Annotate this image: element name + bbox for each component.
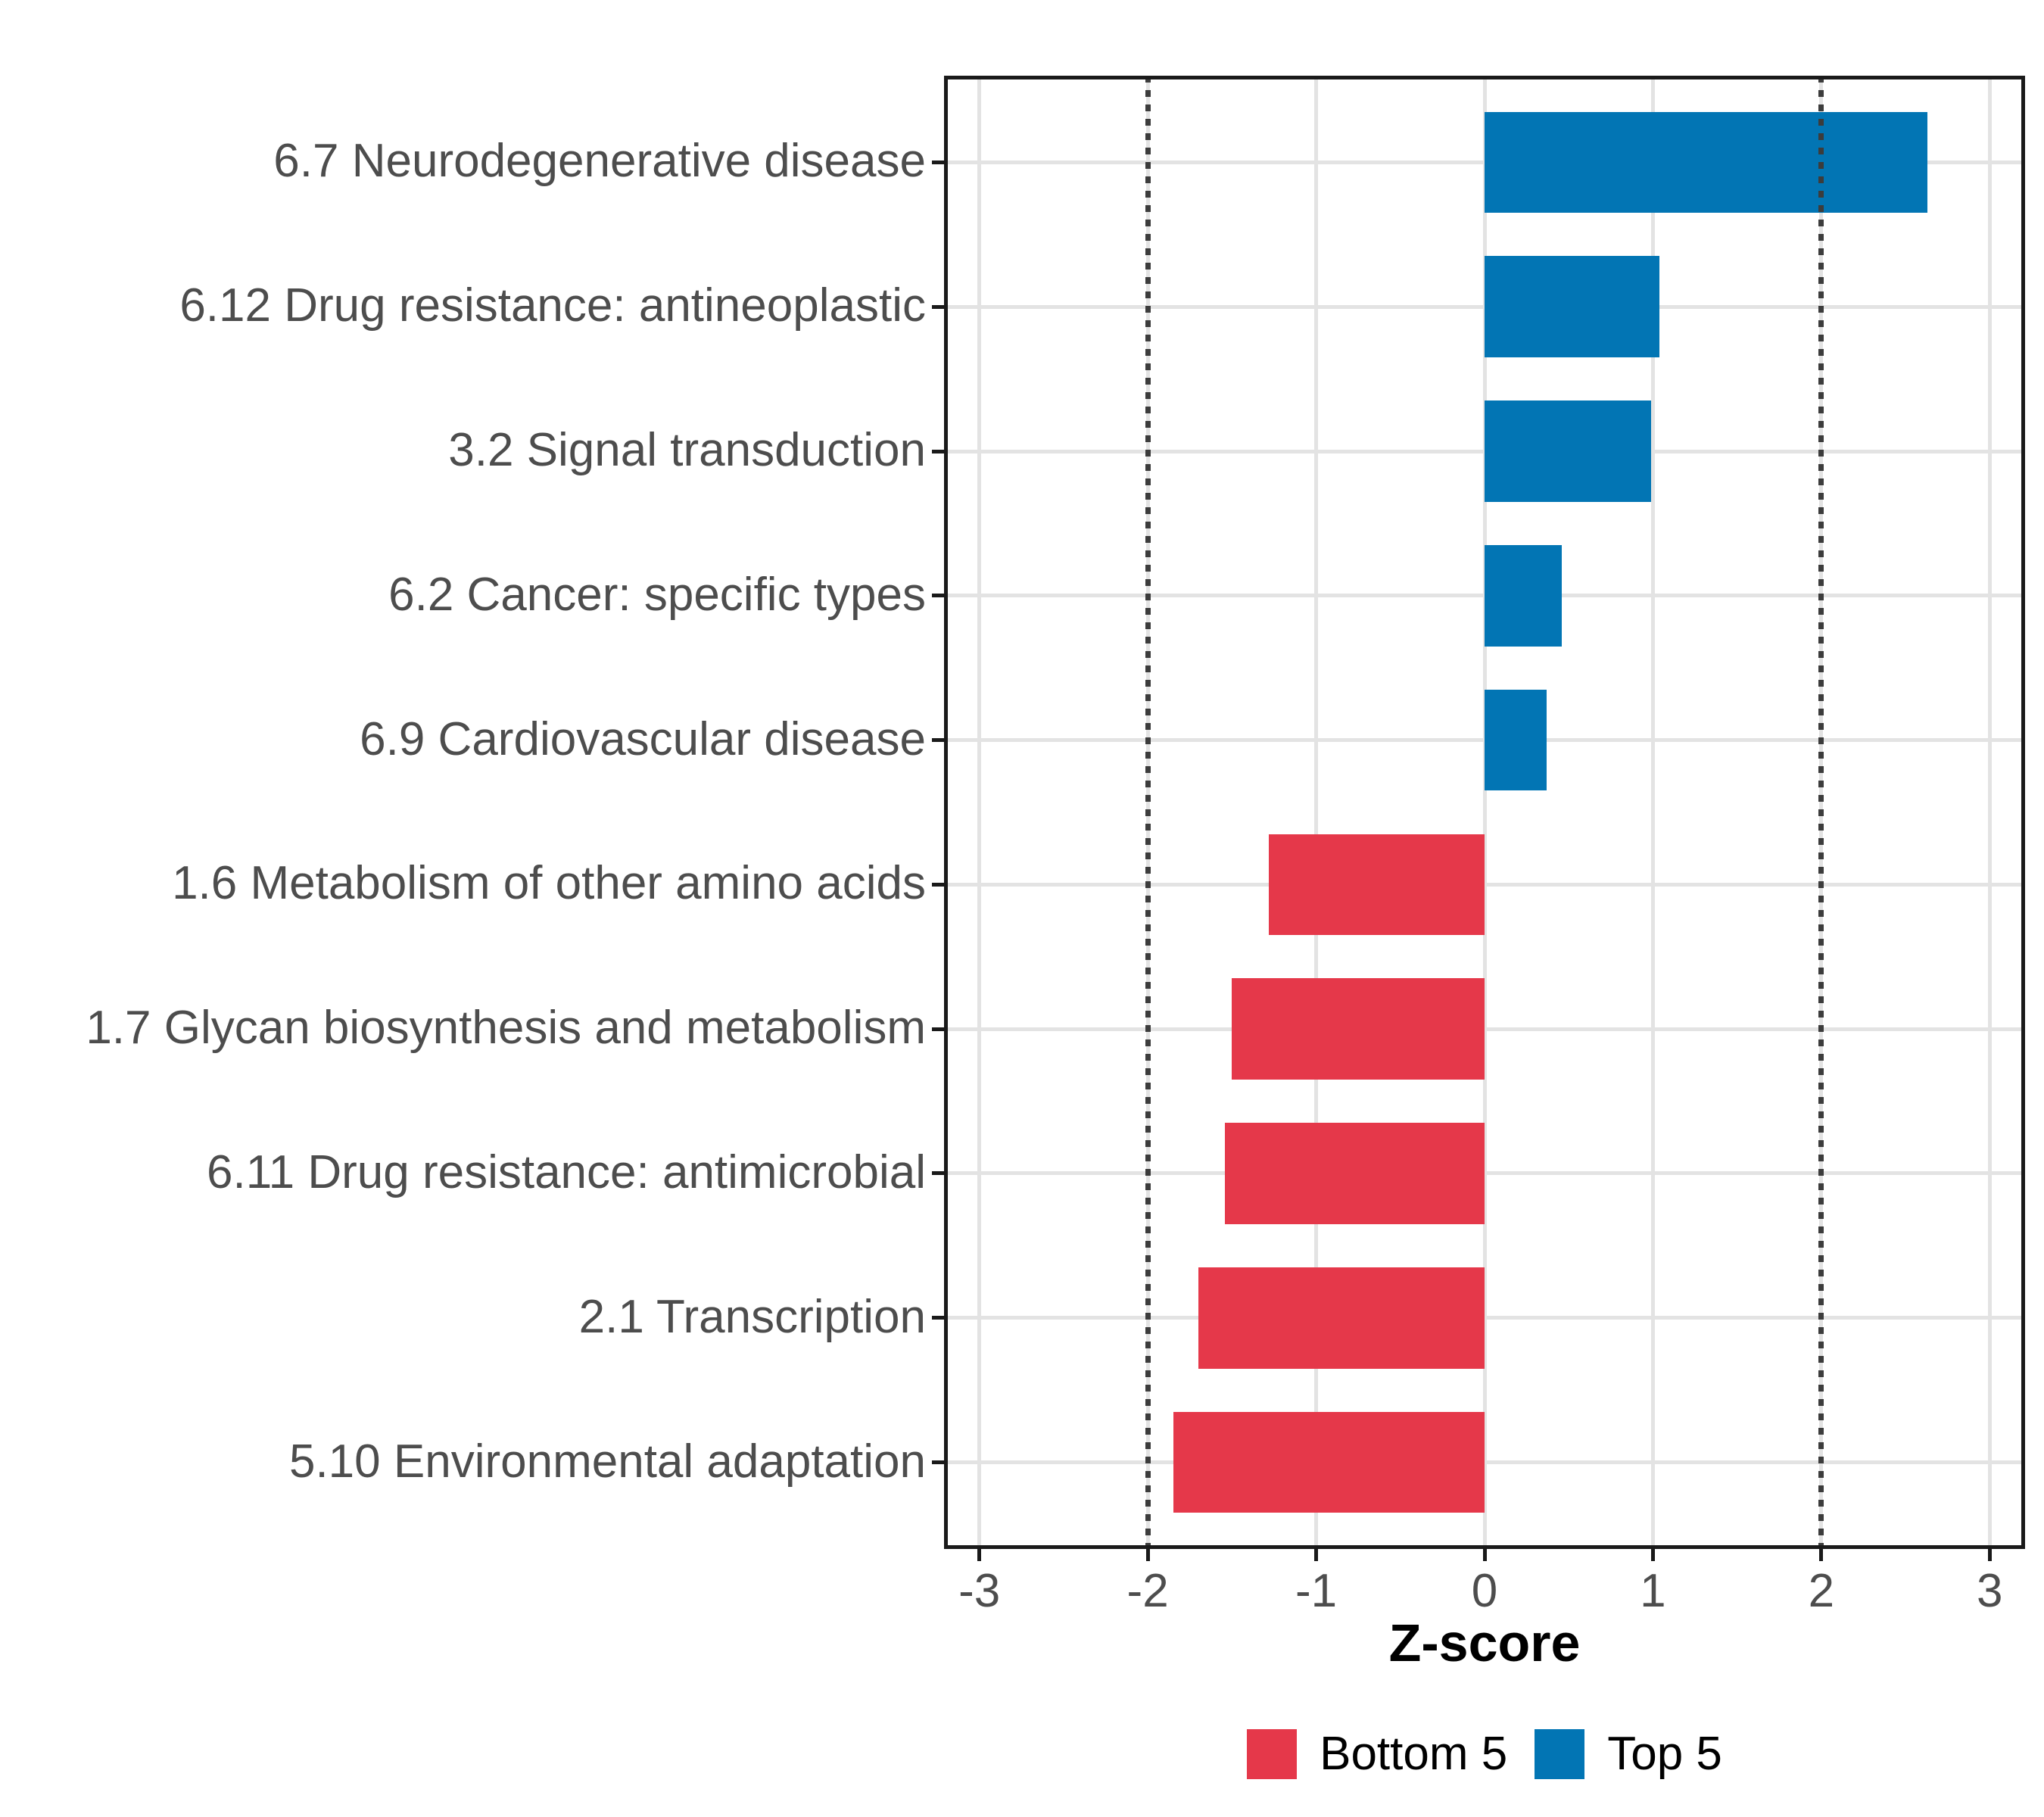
- y-tick: [932, 160, 944, 164]
- bar-bottom5: [1225, 1123, 1485, 1224]
- category-label: 1.7 Glycan biosynthesis and metabolism: [86, 1002, 926, 1055]
- y-gridline: [944, 1316, 2025, 1320]
- category-label: 6.11 Drug resistance: antimicrobial: [207, 1146, 926, 1199]
- reference-line: [1145, 76, 1151, 1549]
- y-tick: [932, 1316, 944, 1320]
- bar-top5: [1485, 400, 1652, 502]
- x-gridline: [1650, 76, 1655, 1549]
- y-gridline: [944, 882, 2025, 887]
- x-tick: [1314, 1549, 1319, 1561]
- bar-top5: [1485, 689, 1547, 791]
- y-tick: [932, 738, 944, 743]
- bar-top5: [1485, 111, 1927, 213]
- x-tick: [1482, 1549, 1487, 1561]
- x-gridline: [1482, 76, 1487, 1549]
- y-tick: [932, 449, 944, 453]
- legend-item-bottom-5: Bottom 5: [1247, 1729, 1507, 1779]
- bar-top5: [1485, 256, 1660, 358]
- x-tick: [1819, 1549, 1824, 1561]
- bar-bottom5: [1173, 1411, 1485, 1513]
- legend-item-top-5: Top 5: [1535, 1729, 1722, 1779]
- reference-line: [1818, 76, 1824, 1549]
- x-axis-title: Z-score: [1388, 1613, 1581, 1672]
- x-tick-label: -3: [958, 1565, 1001, 1617]
- category-label: 6.12 Drug resistance: antineoplastic: [179, 279, 926, 332]
- category-label: 6.2 Cancer: specific types: [388, 568, 926, 621]
- x-tick-label: 3: [1977, 1565, 2003, 1617]
- x-tick-label: 2: [1808, 1565, 1835, 1617]
- x-tick-label: 1: [1640, 1565, 1666, 1617]
- bar-top5: [1485, 545, 1563, 647]
- bar-bottom5: [1198, 1267, 1485, 1369]
- category-label: 3.2 Signal transduction: [448, 424, 926, 477]
- category-label: 5.10 Environmental adaptation: [288, 1435, 926, 1488]
- category-label: 2.1 Transcription: [578, 1290, 926, 1343]
- x-tick-label: 0: [1471, 1565, 1498, 1617]
- x-gridline: [1987, 76, 1992, 1549]
- legend-label-top-5: Top 5: [1607, 1728, 1722, 1780]
- y-tick: [932, 1460, 944, 1465]
- bar-bottom5: [1269, 834, 1485, 936]
- y-tick: [932, 1027, 944, 1031]
- category-label: 6.9 Cardiovascular disease: [360, 712, 926, 765]
- x-tick: [977, 1549, 982, 1561]
- x-tick: [1145, 1549, 1150, 1561]
- y-tick: [932, 882, 944, 887]
- y-gridline: [944, 1171, 2025, 1176]
- y-gridline: [944, 1027, 2025, 1031]
- category-label: 1.6 Metabolism of other amino acids: [172, 857, 926, 910]
- category-label: 6.7 Neurodegenerative disease: [273, 135, 926, 188]
- x-gridline: [1314, 76, 1319, 1549]
- y-tick: [932, 304, 944, 309]
- legend: Bottom 5 Top 5: [944, 1729, 2025, 1779]
- plot-panel-border: [944, 76, 2025, 1549]
- x-tick: [1650, 1549, 1655, 1561]
- bar-bottom5: [1232, 978, 1485, 1080]
- legend-key-top-5: [1535, 1729, 1585, 1779]
- x-tick: [1987, 1549, 1992, 1561]
- legend-key-bottom-5: [1247, 1729, 1298, 1779]
- x-gridline: [977, 76, 982, 1549]
- legend-label-bottom-5: Bottom 5: [1320, 1728, 1508, 1780]
- y-gridline: [944, 1460, 2025, 1465]
- x-tick-label: -1: [1295, 1565, 1338, 1617]
- x-tick-label: -2: [1126, 1565, 1169, 1617]
- y-tick: [932, 1171, 944, 1176]
- y-tick: [932, 594, 944, 598]
